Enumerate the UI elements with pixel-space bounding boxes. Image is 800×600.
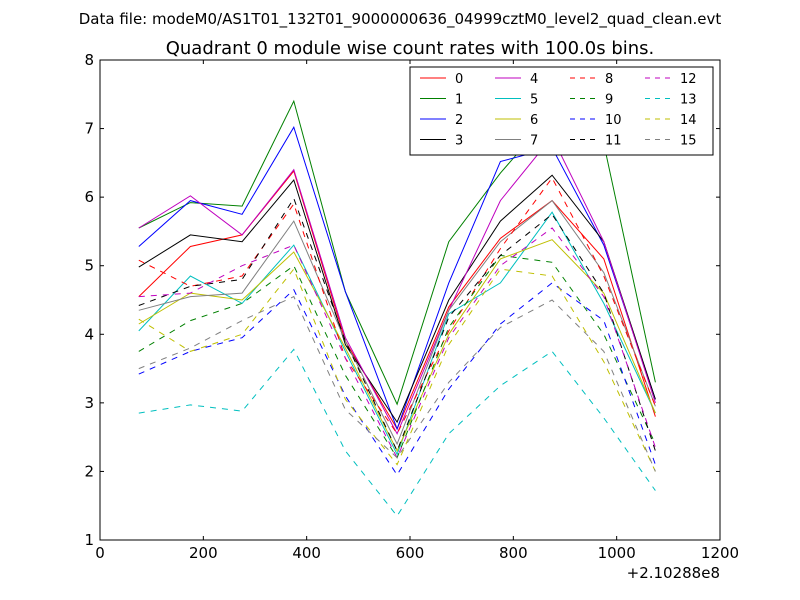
series-line-8 bbox=[138, 176, 656, 435]
y-tick-label: 5 bbox=[84, 257, 94, 275]
x-tick-label: 800 bbox=[499, 544, 528, 562]
series-line-15 bbox=[138, 295, 656, 472]
series-line-11 bbox=[138, 197, 656, 453]
legend-label-13: 13 bbox=[680, 93, 697, 108]
x-tick-label: 1200 bbox=[701, 544, 739, 562]
legend-label-10: 10 bbox=[605, 113, 622, 128]
legend-label-4: 4 bbox=[530, 72, 538, 87]
series-line-0 bbox=[138, 170, 656, 431]
y-tick-label: 1 bbox=[84, 531, 94, 549]
legend-label-3: 3 bbox=[455, 134, 463, 149]
y-tick-label: 8 bbox=[84, 51, 94, 69]
x-tick-label: 200 bbox=[189, 544, 218, 562]
legend-label-14: 14 bbox=[680, 113, 697, 128]
chart-title: Quadrant 0 module wise count rates with … bbox=[166, 38, 655, 59]
legend-label-0: 0 bbox=[455, 72, 463, 87]
legend-label-9: 9 bbox=[605, 93, 613, 108]
legend-label-1: 1 bbox=[455, 93, 463, 108]
legend-label-15: 15 bbox=[680, 134, 697, 149]
y-tick-label: 7 bbox=[84, 120, 94, 138]
series-line-13 bbox=[138, 348, 656, 517]
series-line-4 bbox=[138, 135, 656, 435]
series-line-14 bbox=[138, 268, 656, 472]
series-line-9 bbox=[138, 254, 656, 459]
x-tick-label: 600 bbox=[396, 544, 425, 562]
series-line-6 bbox=[138, 239, 656, 453]
y-tick-label: 6 bbox=[84, 188, 94, 206]
legend-label-5: 5 bbox=[530, 93, 538, 108]
series-line-7 bbox=[138, 199, 656, 446]
series-line-3 bbox=[138, 174, 656, 424]
legend-label-7: 7 bbox=[530, 134, 538, 149]
y-tick-label: 4 bbox=[84, 325, 94, 343]
legend-label-2: 2 bbox=[455, 113, 463, 128]
x-offset-label: +2.10288e8 bbox=[627, 564, 720, 582]
series-line-10 bbox=[138, 282, 656, 476]
y-tick-label: 2 bbox=[84, 462, 94, 480]
legend-label-11: 11 bbox=[605, 134, 622, 149]
legend-label-12: 12 bbox=[680, 72, 697, 87]
legend-label-8: 8 bbox=[605, 72, 613, 87]
x-tick-label: 1000 bbox=[598, 544, 636, 562]
legend-box bbox=[409, 66, 714, 156]
series-line-2 bbox=[138, 125, 656, 431]
x-tick-label: 0 bbox=[95, 544, 105, 562]
x-tick-label: 400 bbox=[292, 544, 321, 562]
series-line-5 bbox=[138, 211, 656, 456]
data-file-label: Data file: modeM0/AS1T01_132T01_90000006… bbox=[79, 10, 722, 29]
series-layer bbox=[138, 99, 656, 517]
legend-label-6: 6 bbox=[530, 113, 538, 128]
y-tick-label: 3 bbox=[84, 394, 94, 412]
